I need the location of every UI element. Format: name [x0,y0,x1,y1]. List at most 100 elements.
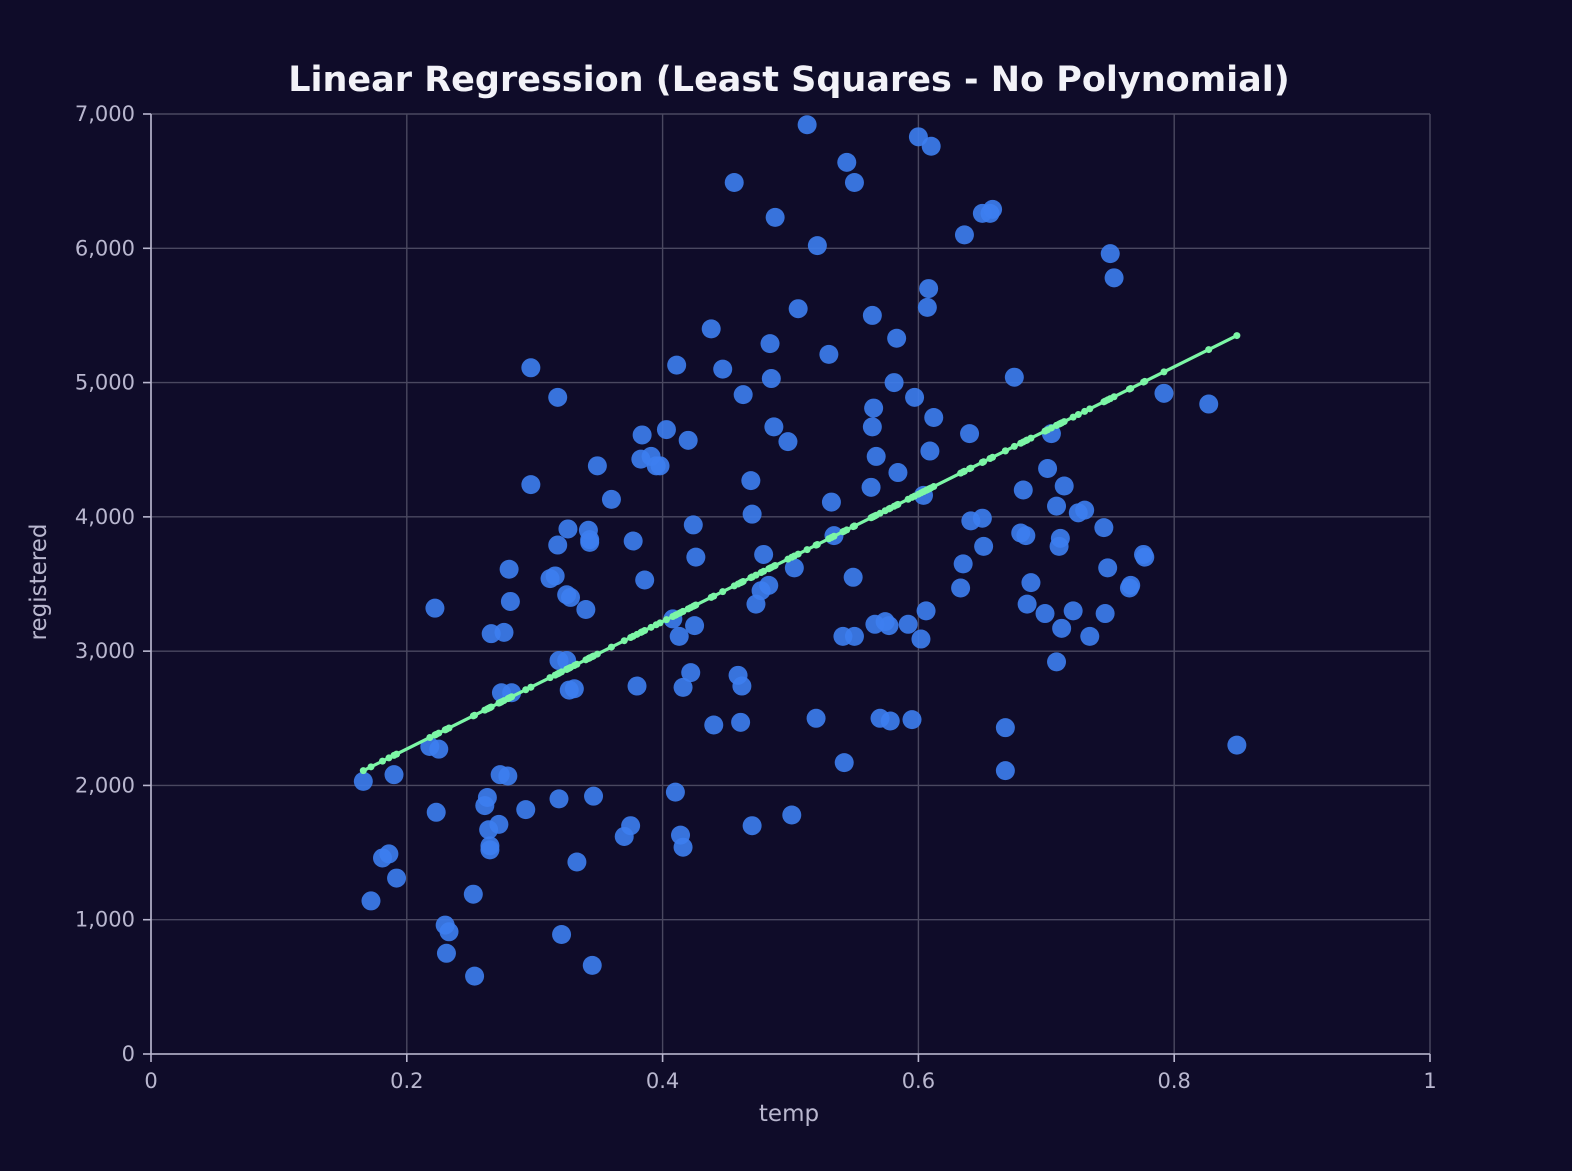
data-point [678,430,698,450]
data-point [426,802,446,822]
regression-marker [980,458,988,466]
data-point [521,358,541,378]
data-point [584,786,604,806]
data-point [713,359,733,379]
data-point [480,836,500,856]
data-point [797,115,817,135]
data-point [917,297,937,317]
regression-marker [719,588,727,596]
regression-marker [1001,447,1009,455]
data-point [439,922,459,942]
data-point [784,558,804,578]
data-point [1038,459,1058,479]
scatter-points [353,115,1247,986]
data-point [384,765,404,785]
data-point [516,800,536,820]
data-point [905,387,925,407]
data-point [387,868,407,888]
data-point [489,814,509,834]
y-tick-label: 2,000 [75,773,135,797]
x-tick-label: 0.6 [902,1069,935,1093]
data-point [361,891,381,911]
regression-marker [445,724,453,732]
regression-marker [1141,377,1149,385]
data-point [887,328,907,348]
data-point [425,598,445,618]
data-point [924,407,944,427]
data-point [806,708,826,728]
data-point [558,519,578,539]
data-point [884,373,904,393]
data-point [656,420,676,440]
data-point [864,398,884,418]
regression-marker [1086,405,1094,413]
data-point [995,761,1015,781]
data-point [919,279,939,299]
data-point [888,463,908,483]
data-point [665,782,685,802]
data-point [834,753,854,773]
data-point [819,344,839,364]
data-point [1154,383,1174,403]
data-point [669,626,689,646]
data-point [880,711,900,731]
data-point [866,446,886,466]
regression-marker [1010,442,1018,450]
data-point [951,578,971,598]
data-point [974,536,994,556]
data-point [1004,367,1024,387]
regression-marker [843,526,851,534]
data-point [1075,500,1095,520]
data-point [681,663,701,683]
regression-marker [1233,332,1241,340]
data-point [685,616,705,636]
y-tick-label: 1,000 [75,908,135,932]
data-point [494,622,514,642]
data-point [353,771,373,791]
regression-marker [573,660,581,668]
regression-marker [641,627,649,635]
data-point [1063,601,1083,621]
data-point [807,236,827,256]
y-tick-label: 3,000 [75,639,135,663]
data-point [1199,394,1219,414]
regression-marker [662,616,670,624]
data-point [1104,268,1124,288]
regression-marker [1127,384,1135,392]
data-point [733,385,753,405]
regression-marker [1110,393,1118,401]
grid-lines [150,113,1431,1055]
data-point [587,456,607,476]
x-tick-label: 0.4 [646,1069,679,1093]
data-point [621,816,641,836]
data-point [1098,558,1118,578]
x-axis-label: temp [759,1101,819,1127]
data-point [821,492,841,512]
data-point [561,587,581,607]
data-point [778,432,798,452]
regression-marker [1074,411,1082,419]
data-point [683,515,703,535]
data-point [635,570,655,590]
data-point [498,766,518,786]
data-point [1094,518,1114,538]
data-point [960,424,980,444]
data-point [765,207,785,227]
regression-marker [620,637,628,645]
data-point [837,152,857,172]
data-point [1021,573,1041,593]
data-point [673,837,693,857]
data-point [1121,575,1141,595]
regression-marker [527,683,535,691]
regression-marker [850,522,858,530]
data-point [1052,618,1072,638]
regression-marker [1205,346,1213,354]
data-point [650,456,670,476]
data-point [1017,594,1037,614]
data-point [548,387,568,407]
data-point [564,679,584,699]
data-point [701,319,721,339]
x-tick-label: 1 [1423,1069,1436,1093]
data-point [521,475,541,495]
data-point [732,676,752,696]
